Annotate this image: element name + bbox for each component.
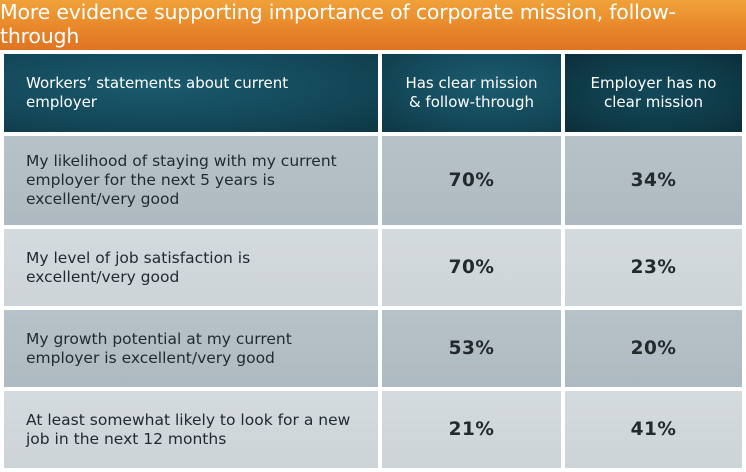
statement-cell: My likelihood of staying with my current… xyxy=(4,136,378,225)
column-header-no-clear-mission: Employer has no clear mission xyxy=(565,54,742,132)
statement-cell: My growth potential at my current employ… xyxy=(4,310,378,387)
column-header-statement: Workers’ statements about current employ… xyxy=(4,54,378,132)
no-clear-mission-value: 41% xyxy=(565,391,742,468)
has-clear-mission-value: 70% xyxy=(382,136,561,225)
no-clear-mission-value: 20% xyxy=(565,310,742,387)
has-clear-mission-value: 70% xyxy=(382,229,561,306)
statement-text: My level of job satisfaction is excellen… xyxy=(26,248,251,286)
has-clear-mission-value: 21% xyxy=(382,391,561,468)
column-header-has-clear-mission: Has clear mission & follow-through xyxy=(382,54,561,132)
no-clear-mission-value: 23% xyxy=(565,229,742,306)
statement-text: At least somewhat likely to look for a n… xyxy=(26,410,351,448)
table-row: At least somewhat likely to look for a n… xyxy=(4,391,742,468)
statement-text: My growth potential at my current employ… xyxy=(26,329,292,367)
table-row: My level of job satisfaction is excellen… xyxy=(4,229,742,306)
header-row: Workers’ statements about current employ… xyxy=(4,54,742,132)
data-table: Workers’ statements about current employ… xyxy=(0,50,746,472)
table-row: My likelihood of staying with my current… xyxy=(4,136,742,225)
statement-cell: At least somewhat likely to look for a n… xyxy=(4,391,378,468)
table-row: My growth potential at my current employ… xyxy=(4,310,742,387)
statement-text: My likelihood of staying with my current… xyxy=(26,152,337,208)
chart-title: More evidence supporting importance of c… xyxy=(0,0,746,50)
statement-cell: My level of job satisfaction is excellen… xyxy=(4,229,378,306)
no-clear-mission-value: 34% xyxy=(565,136,742,225)
has-clear-mission-value: 53% xyxy=(382,310,561,387)
